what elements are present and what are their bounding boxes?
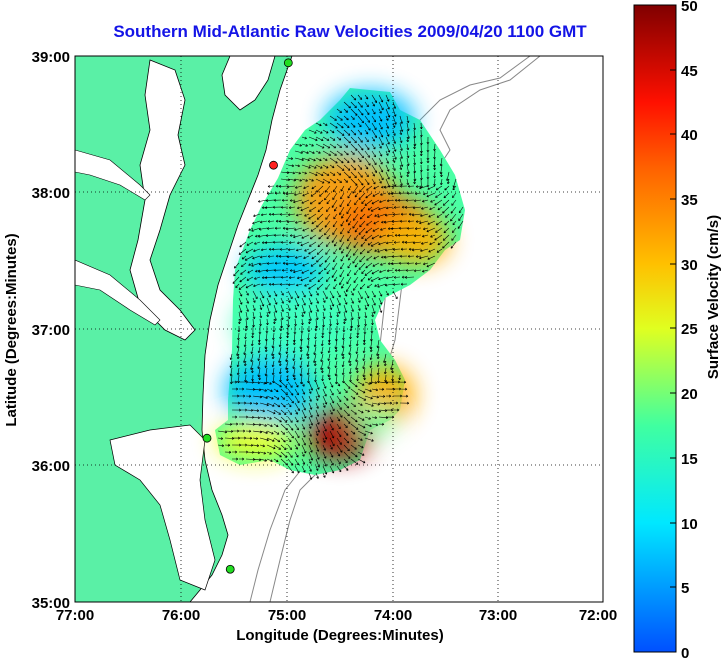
depth-contour — [269, 56, 541, 602]
colorbar-tick: 40 — [681, 127, 698, 144]
velocity-field — [215, 88, 465, 480]
delaware-bay — [221, 56, 276, 111]
potomac-river — [75, 149, 151, 201]
colorbar-tick: 50 — [681, 0, 698, 15]
colorbar-scale — [633, 4, 677, 653]
chesapeake-bay — [129, 59, 196, 341]
chart-title: Southern Mid-Atlantic Raw Velocities 200… — [113, 22, 587, 41]
x-tick-label: 76:00 — [162, 607, 200, 624]
station-marker — [283, 58, 293, 68]
y-tick-label: 37:00 — [32, 322, 70, 339]
colorbar-label: Surface Velocity (cm/s) — [705, 215, 722, 379]
albemarle-sound — [109, 424, 216, 591]
colorbar-tick: 10 — [681, 516, 698, 533]
x-axis: 77:00 76:00 75:00 74:00 73:00 72:00 Long… — [56, 607, 617, 644]
x-tick-label: 73:00 — [479, 607, 517, 624]
y-tick-label: 39:00 — [32, 49, 70, 66]
x-tick-label: 72:00 — [579, 607, 617, 624]
colorbar-tick: 5 — [681, 580, 689, 597]
station-marker — [225, 564, 235, 574]
velocity-vectors — [217, 94, 464, 480]
plot-frame — [74, 55, 604, 603]
y-tick-label: 38:00 — [32, 185, 70, 202]
station-marker — [202, 433, 212, 443]
colorbar-tick: 25 — [681, 321, 698, 338]
x-axis-label: Longitude (Degrees:Minutes) — [236, 627, 444, 644]
colorbar-tick: 30 — [681, 257, 698, 274]
depth-contour — [249, 56, 531, 602]
x-tick-label: 75:00 — [268, 607, 306, 624]
y-axis: 39:00 38:00 37:00 36:00 35:00 Latitude (… — [3, 49, 70, 612]
york-james-river — [75, 259, 161, 326]
colorbar-tick: 35 — [681, 192, 698, 209]
colorbar-tick: 15 — [681, 451, 698, 468]
colorbar-tick: 45 — [681, 63, 698, 80]
y-tick-label: 35:00 — [32, 595, 70, 612]
colorbar-tick: 0 — [681, 645, 689, 659]
velocity-arrows — [217, 94, 464, 480]
y-tick-label: 36:00 — [32, 458, 70, 475]
y-axis-label: Latitude (Degrees:Minutes) — [3, 233, 20, 426]
grid — [75, 56, 603, 602]
x-tick-label: 74:00 — [374, 607, 412, 624]
station-marker — [269, 160, 278, 170]
colorbar-tick: 20 — [681, 386, 698, 403]
radar-stations — [202, 58, 293, 574]
colorbar: 50 45 40 35 30 25 20 15 10 5 0 Surface V… — [633, 0, 722, 659]
x-tick-label: 77:00 — [56, 607, 94, 624]
